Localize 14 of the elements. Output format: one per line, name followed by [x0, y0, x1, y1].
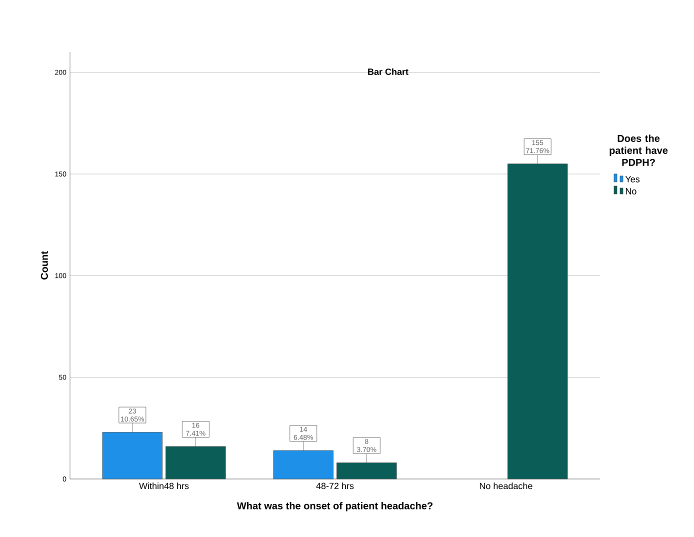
y-axis-title: Count [40, 251, 48, 280]
x-tick-label: No headache [480, 482, 532, 490]
bar [102, 432, 163, 480]
bar [273, 450, 334, 480]
legend-label: Yes [625, 176, 640, 182]
x-tick-label: Within48 hrs [139, 482, 189, 490]
bar [507, 164, 568, 480]
x-tick-label: 48-72 hrs [316, 482, 354, 490]
bar [166, 446, 226, 480]
legend-title: Does the patient have PDPH? [610, 134, 668, 166]
x-axis-title: What was the onset of patient headache? [236, 502, 432, 512]
legend-label: No [626, 188, 636, 194]
bar [336, 462, 397, 480]
text: Bar Chart [368, 68, 408, 75]
